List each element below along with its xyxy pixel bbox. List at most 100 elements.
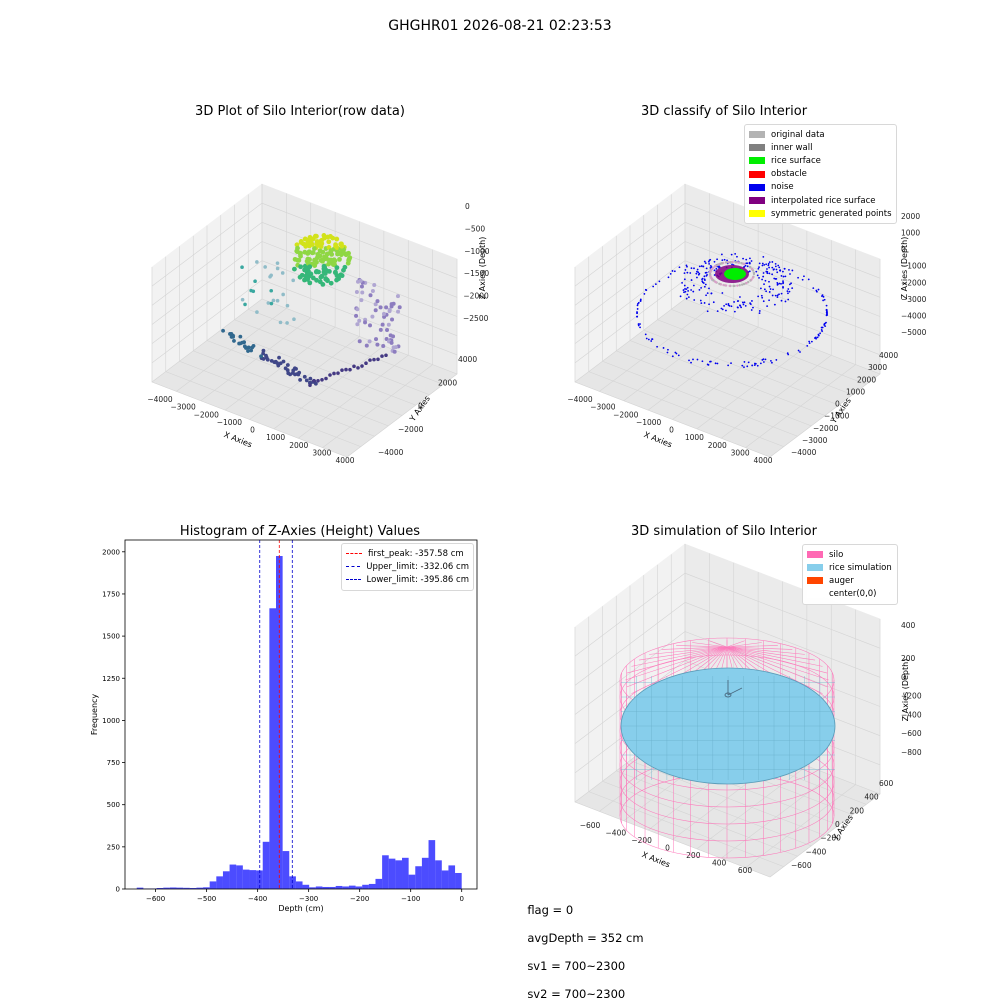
y-tick-label: 2000 (102, 548, 120, 556)
noise-point (768, 299, 770, 302)
noise-point (762, 300, 765, 303)
data-point (314, 277, 319, 283)
y-tick-label: 400 (864, 793, 879, 802)
data-point (337, 256, 342, 262)
data-point (286, 371, 291, 376)
data-point (275, 298, 280, 303)
classify-3d-plot[interactable]: −4000−3000−2000−100001000200030004000400… (500, 120, 1000, 480)
data-point (221, 328, 225, 333)
legend-item: center(0,0) (807, 588, 893, 601)
data-point (319, 257, 325, 263)
noise-point (747, 361, 750, 364)
data-point (368, 323, 373, 328)
noise-point (772, 288, 774, 291)
x-axis-label: Depth (cm) (278, 904, 323, 913)
data-point (385, 328, 390, 333)
noise-point (757, 267, 760, 270)
data-point (277, 355, 281, 360)
noise-point (763, 288, 766, 291)
noise-point (715, 267, 718, 270)
wall-point (736, 284, 739, 287)
data-point (339, 243, 345, 249)
noise-point (810, 340, 813, 343)
wall-point (742, 282, 746, 286)
data-point (263, 265, 267, 269)
legend-label: interpolated rice surface (771, 195, 876, 206)
noise-point (782, 281, 785, 284)
wall-point (738, 284, 741, 287)
data-point (334, 277, 340, 283)
data-point (374, 337, 379, 342)
histogram-bar (315, 886, 323, 889)
legend-swatch (749, 170, 765, 178)
noise-point (713, 269, 716, 272)
data-point (261, 351, 266, 356)
noise-point (686, 265, 688, 268)
noise-point (825, 314, 828, 317)
simulation-3d-plot[interactable]: −600−400−20002004006006004002000−200−400… (500, 540, 1000, 885)
noise-point (683, 284, 686, 287)
wall-point (751, 276, 755, 279)
histogram-bar (435, 860, 442, 889)
noise-point (710, 292, 713, 295)
histogram-bar (408, 874, 416, 889)
z-tick-label: −800 (901, 748, 922, 757)
data-point (298, 377, 303, 382)
legend-item: rice surface (749, 154, 892, 167)
silo-roof-line (726, 645, 778, 648)
noise-point (700, 302, 703, 305)
noise-point (716, 362, 719, 365)
y-tick-label: 1500 (102, 633, 120, 641)
y-tick-label: −200 (820, 834, 841, 843)
noise-point (775, 359, 778, 361)
noise-point (769, 359, 772, 362)
noise-point (654, 283, 657, 286)
data-point (285, 303, 290, 308)
noise-point (775, 268, 778, 271)
histogram-bar (355, 886, 363, 889)
wall-point (722, 283, 725, 287)
legend-item: noise (749, 181, 892, 194)
data-point (368, 293, 373, 298)
data-point (391, 334, 396, 339)
noise-point (743, 361, 746, 363)
noise-point (734, 252, 737, 255)
raw-3d-plot[interactable]: −4000−3000−2000−100001000200030004000400… (0, 120, 500, 480)
noise-point (757, 295, 760, 298)
noise-point (762, 358, 765, 361)
histogram-bar (441, 870, 449, 889)
data-point (386, 322, 391, 327)
noise-point (763, 283, 765, 286)
legend-label: rice simulation (829, 562, 892, 573)
noise-point (693, 267, 695, 270)
noise-point (693, 299, 696, 301)
data-point (283, 366, 288, 371)
y-tick-label: −4000 (378, 448, 404, 457)
histogram-chart[interactable]: −600 −500 −400 −300 −200 −100 0 0 250 500 750 1000 1… (0, 520, 500, 920)
histogram-bar (176, 887, 184, 889)
wall-point (737, 261, 740, 264)
noise-point (773, 303, 776, 306)
noise-point (696, 276, 698, 279)
data-point (255, 310, 259, 314)
data-point (336, 371, 340, 375)
noise-point (696, 268, 699, 271)
data-point (335, 251, 340, 257)
data-point (380, 354, 384, 358)
z-axis-label: Z Axies (Depth) (478, 237, 487, 300)
noise-point (797, 349, 800, 352)
y-tick-label: 1750 (102, 590, 120, 598)
wall-point (714, 281, 718, 284)
panel-simulation-title: 3D simulation of Silo Interior (631, 524, 817, 539)
legend-label: original data (771, 129, 825, 140)
data-point (295, 372, 300, 376)
noise-point (700, 286, 703, 289)
x-tick-label: 1000 (685, 433, 704, 442)
data-point (347, 255, 353, 261)
noise-point (737, 300, 740, 302)
noise-point (703, 278, 706, 281)
histogram-bar (256, 870, 263, 889)
noise-point (679, 295, 682, 298)
z-tick-label: 0 (465, 202, 470, 211)
data-point (360, 290, 365, 295)
